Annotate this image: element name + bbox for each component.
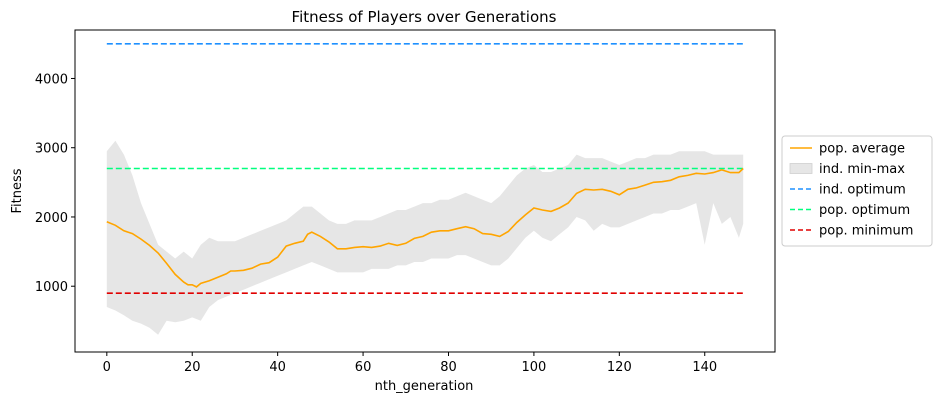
- x-axis-label: nth_generation: [375, 379, 474, 394]
- x-tick-label: 0: [103, 360, 111, 375]
- x-tick-label: 40: [269, 360, 286, 375]
- pop-average-line: [106, 167, 744, 288]
- axis-layer: 0 20 40 60 80 100 120 140 1000 2000 3000 4000: [35, 72, 717, 375]
- y-tick-label: 1000: [35, 280, 68, 295]
- legend: pop. average ind. min-max ind. optimum pop.…: [781, 135, 933, 247]
- x-tick-label: 120: [607, 360, 632, 375]
- y-axis-label: Fitness: [10, 168, 25, 213]
- x-tick-label: 20: [184, 360, 201, 375]
- x-tick-label: 80: [440, 360, 457, 375]
- legend-swatch-ind-min-max: [789, 163, 813, 174]
- y-tick-label: 3000: [35, 142, 68, 157]
- plot-frame: [74, 29, 776, 353]
- x-tick-label: 100: [521, 360, 546, 375]
- x-tick-label: 140: [692, 360, 717, 375]
- legend-box: [781, 135, 933, 247]
- plot-layer: [106, 43, 744, 335]
- y-tick-label: 4000: [35, 72, 68, 87]
- y-tick-label: 2000: [35, 211, 68, 226]
- chart-title: Fitness of Players over Generations: [292, 8, 557, 26]
- legend-label-ind-min-max: ind. min-max: [819, 162, 905, 177]
- legend-label-pop-average: pop. average: [819, 142, 905, 157]
- legend-label-ind-optimum: ind. optimum: [819, 183, 906, 198]
- legend-label-pop-optimum: pop. optimum: [819, 203, 910, 218]
- legend-label-pop-minimum: pop. minimum: [819, 224, 913, 239]
- x-tick-label: 60: [355, 360, 372, 375]
